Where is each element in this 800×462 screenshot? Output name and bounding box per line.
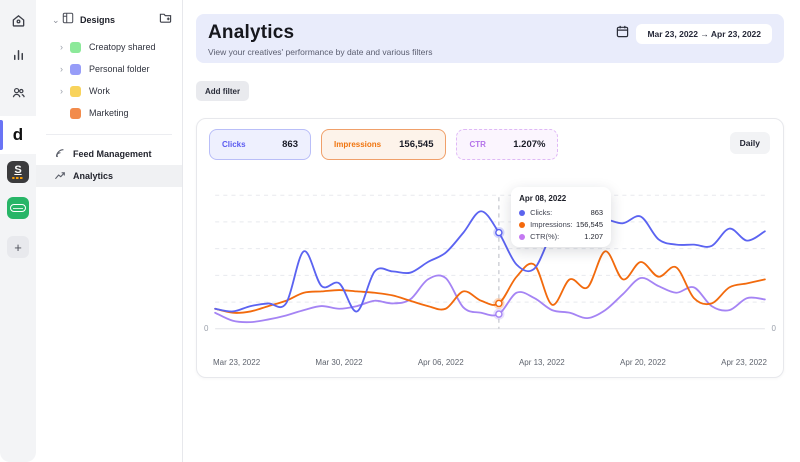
creatopy-logo-icon — [10, 204, 26, 212]
tooltip-value: 863 — [590, 208, 604, 217]
tooltip-value: 156,545 — [575, 220, 604, 229]
ctr-metric-chip[interactable]: CTR 1.207% — [456, 129, 559, 160]
app-rail: d S + — [0, 0, 36, 462]
metric-chips: Clicks 863 Impressions 156,545 CTR 1.207… — [209, 129, 559, 160]
tooltip-row-impressions: Impressions: 156,545 — [519, 220, 603, 229]
s-app-letter: S — [14, 164, 22, 176]
folder-color-swatch — [70, 63, 81, 75]
designs-grid-icon — [62, 11, 80, 29]
calendar-icon — [616, 25, 636, 43]
tooltip-value: 1.207 — [584, 232, 604, 241]
metric-value: 1.207% — [513, 139, 546, 150]
main-content: Analytics View your creatives' performan… — [183, 0, 800, 462]
x-tick: Apr 20, 2022 — [620, 358, 666, 367]
s-app-underline — [12, 177, 24, 179]
s-app-button[interactable]: S — [7, 161, 29, 183]
clicks-metric-chip[interactable]: Clicks 863 — [209, 129, 311, 160]
metric-label: Impressions — [334, 140, 382, 149]
tooltip-row-ctr: CTR(%): 1.207 — [519, 232, 603, 241]
brand-d-letter: d — [12, 125, 24, 144]
tooltip-date: Apr 08, 2022 — [519, 194, 567, 203]
folder-label: Creatopy shared — [89, 42, 156, 52]
chevron-right-icon[interactable]: › — [60, 64, 63, 74]
sidebar-item-feed-management[interactable]: Feed Management — [36, 143, 182, 165]
chevron-right-icon[interactable]: › — [60, 42, 63, 52]
line-chart[interactable]: 0 0 Mar 23, 2022 Mar 30, 2022 Apr 06, 20… — [204, 179, 776, 367]
new-folder-button[interactable] — [159, 11, 172, 29]
brand-d-tab[interactable]: d — [0, 116, 36, 154]
impressions-metric-chip[interactable]: Impressions 156,545 — [321, 129, 447, 160]
tooltip-row-clicks: Clicks: 863 — [519, 208, 603, 217]
x-tick: Apr 06, 2022 — [417, 358, 464, 367]
chart-tooltip: Apr 08, 2022 Clicks: 863 Impressions: 15… — [511, 187, 612, 247]
folder-label: Personal folder — [89, 64, 150, 74]
impressions-dot-icon — [519, 221, 526, 228]
trending-up-icon — [54, 169, 73, 183]
page-subtitle: View your creatives' performance by date… — [208, 47, 433, 57]
granularity-daily-button[interactable]: Daily — [729, 132, 770, 154]
tooltip-label: Clicks: — [530, 208, 553, 217]
add-filter-button[interactable]: Add filter — [196, 81, 250, 101]
tooltip-label: Impressions: — [530, 220, 573, 229]
metric-value: 156,545 — [399, 139, 434, 150]
designs-label: Designs — [80, 15, 116, 25]
x-tick: Mar 30, 2022 — [315, 358, 363, 367]
sidebar-folder-personal[interactable]: › Personal folder — [36, 58, 182, 80]
analytics-chart-card: Clicks 863 Impressions 156,545 CTR 1.207… — [196, 118, 784, 378]
folder-color-swatch — [70, 107, 81, 119]
date-range-value: Mar 23, 2022 → Apr 23, 2022 — [647, 29, 761, 39]
creatopy-app-button[interactable] — [7, 197, 29, 219]
folder-label: Marketing — [89, 108, 129, 118]
x-tick: Mar 23, 2022 — [213, 358, 261, 367]
team-button[interactable] — [0, 78, 36, 112]
designs-header[interactable]: ⌄ Designs — [36, 10, 182, 30]
ctr-dot-icon — [519, 233, 526, 240]
date-range-picker[interactable]: Mar 23, 2022 → Apr 23, 2022 — [636, 24, 772, 44]
chevron-down-icon[interactable]: ⌄ — [52, 14, 60, 25]
plus-icon: + — [14, 239, 22, 255]
metric-value: 863 — [282, 139, 298, 150]
sidebar-divider — [46, 134, 172, 135]
metric-label: Clicks — [222, 140, 246, 149]
users-icon — [11, 85, 26, 105]
rss-icon — [54, 147, 73, 161]
sidebar-item-analytics[interactable]: Analytics — [36, 165, 182, 187]
x-tick: Apr 23, 2022 — [721, 358, 767, 367]
bar-chart-icon — [11, 47, 26, 67]
page-title: Analytics — [208, 22, 295, 43]
sidebar-item-label: Analytics — [73, 171, 114, 181]
chevron-right-icon[interactable]: › — [60, 86, 63, 96]
y-axis-zero-right: 0 — [771, 324, 776, 333]
x-axis-labels: Mar 23, 2022 Mar 30, 2022 Apr 06, 2022 A… — [213, 358, 767, 367]
sidebar-folder-work[interactable]: › Work — [36, 80, 182, 102]
folder-label: Work — [89, 86, 110, 96]
sidebar-folder-marketing[interactable]: Marketing — [36, 102, 182, 124]
tooltip-label: CTR(%): — [530, 232, 560, 241]
clicks-dot-icon — [519, 209, 526, 216]
sidebar-item-label: Feed Management — [73, 149, 152, 159]
home-icon — [11, 13, 26, 33]
sidebar-folder-creatopy-shared[interactable]: › Creatopy shared — [36, 36, 182, 58]
x-tick: Apr 13, 2022 — [518, 358, 565, 367]
y-axis-zero-left: 0 — [204, 324, 209, 333]
add-app-button[interactable]: + — [7, 236, 29, 258]
folder-color-swatch — [70, 85, 81, 97]
folder-color-swatch — [70, 41, 81, 53]
sidebar: ⌄ Designs › Creatopy shared › Personal f… — [36, 0, 183, 462]
page-header-band: Analytics View your creatives' performan… — [196, 14, 784, 63]
metric-label: CTR — [469, 140, 486, 149]
home-button[interactable] — [0, 6, 36, 40]
reports-button[interactable] — [0, 40, 36, 74]
chart-canvas — [214, 194, 766, 330]
